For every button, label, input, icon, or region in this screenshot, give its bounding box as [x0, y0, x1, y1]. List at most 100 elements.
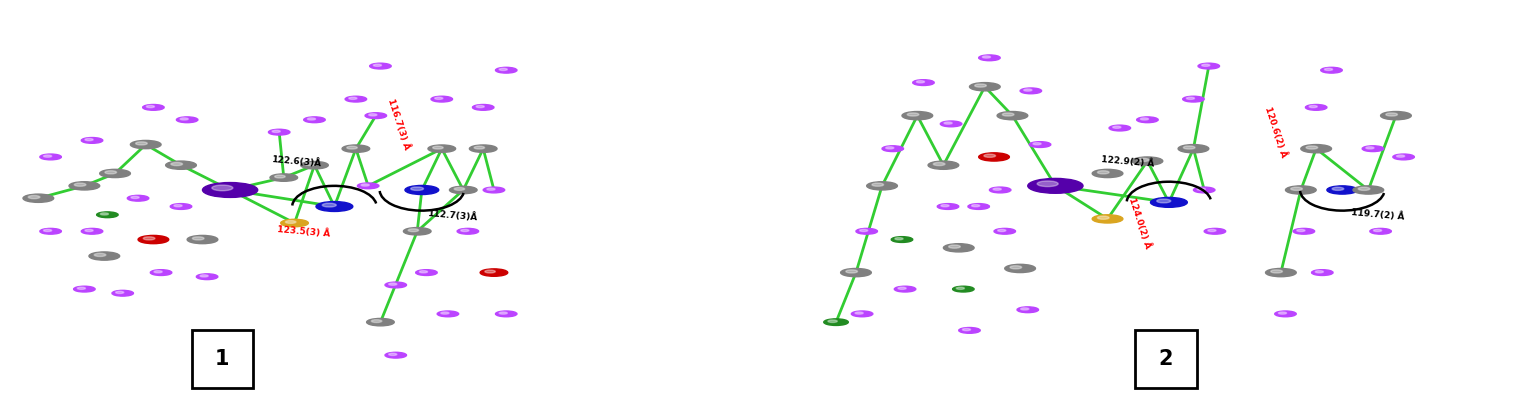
Circle shape [1321, 67, 1342, 73]
Circle shape [480, 269, 508, 276]
Circle shape [871, 183, 884, 186]
Circle shape [1305, 146, 1318, 149]
Circle shape [449, 186, 477, 194]
Circle shape [1305, 104, 1327, 110]
Circle shape [1017, 307, 1039, 313]
Circle shape [405, 185, 439, 195]
Circle shape [454, 188, 465, 190]
Circle shape [1186, 97, 1195, 100]
Circle shape [150, 270, 172, 275]
Circle shape [166, 161, 196, 169]
Circle shape [94, 253, 106, 256]
Circle shape [1358, 187, 1370, 190]
Circle shape [153, 271, 163, 273]
Circle shape [281, 219, 308, 227]
Circle shape [1370, 228, 1391, 234]
Circle shape [1002, 113, 1014, 116]
Circle shape [316, 202, 353, 211]
Circle shape [940, 121, 962, 127]
Text: 120.6(2) Å: 120.6(2) Å [1264, 105, 1289, 159]
Circle shape [77, 287, 86, 290]
Circle shape [127, 195, 149, 201]
Circle shape [1150, 197, 1187, 207]
Circle shape [322, 203, 336, 207]
Circle shape [1020, 88, 1042, 94]
Circle shape [495, 311, 517, 317]
Circle shape [1301, 145, 1332, 153]
Circle shape [1032, 142, 1042, 145]
Bar [1135, 330, 1197, 388]
Circle shape [943, 122, 953, 124]
Circle shape [348, 97, 357, 100]
Text: 1: 1 [215, 349, 230, 369]
Bar [192, 330, 253, 388]
Circle shape [997, 112, 1028, 120]
Circle shape [112, 290, 133, 296]
Circle shape [885, 147, 894, 149]
Text: 112.7(3)Å: 112.7(3)Å [426, 208, 479, 222]
Circle shape [1385, 113, 1397, 116]
Circle shape [367, 318, 394, 326]
Circle shape [84, 138, 94, 141]
Circle shape [1309, 105, 1318, 108]
Circle shape [485, 270, 495, 273]
Circle shape [1207, 229, 1216, 232]
Circle shape [891, 237, 913, 242]
Circle shape [135, 142, 147, 145]
Circle shape [940, 204, 950, 207]
Circle shape [1365, 147, 1374, 149]
Circle shape [1157, 199, 1170, 203]
Circle shape [897, 287, 907, 290]
Circle shape [1020, 308, 1029, 310]
Circle shape [1373, 229, 1382, 232]
Circle shape [130, 196, 140, 199]
Circle shape [937, 204, 959, 209]
Circle shape [385, 352, 407, 358]
Circle shape [1204, 228, 1226, 234]
Circle shape [1296, 229, 1305, 232]
Circle shape [928, 161, 959, 169]
Circle shape [1327, 186, 1358, 194]
Circle shape [428, 145, 456, 152]
Circle shape [1270, 270, 1282, 273]
Circle shape [1266, 268, 1296, 277]
Circle shape [1097, 216, 1109, 219]
Circle shape [301, 161, 328, 169]
Circle shape [368, 114, 377, 116]
Circle shape [841, 268, 871, 277]
Circle shape [176, 117, 198, 123]
Circle shape [403, 228, 431, 235]
Circle shape [371, 320, 382, 323]
Circle shape [385, 282, 407, 288]
Circle shape [146, 105, 155, 108]
Circle shape [1092, 169, 1123, 178]
Circle shape [979, 55, 1000, 61]
Circle shape [305, 163, 316, 166]
Circle shape [1290, 187, 1302, 190]
Circle shape [285, 221, 296, 223]
Circle shape [483, 187, 505, 193]
Circle shape [357, 183, 379, 189]
Circle shape [1137, 117, 1158, 123]
Circle shape [1112, 126, 1121, 128]
Circle shape [100, 213, 109, 215]
Circle shape [1183, 146, 1195, 149]
Circle shape [994, 228, 1016, 234]
Circle shape [199, 275, 209, 277]
Circle shape [948, 245, 960, 248]
Circle shape [1201, 64, 1210, 66]
Circle shape [457, 228, 479, 234]
Circle shape [1183, 96, 1204, 102]
Circle shape [81, 228, 103, 234]
Text: 119.7(2) Å: 119.7(2) Å [1350, 207, 1405, 222]
Circle shape [968, 204, 989, 209]
Circle shape [997, 229, 1006, 232]
Circle shape [43, 229, 52, 232]
Circle shape [347, 146, 357, 149]
Circle shape [179, 118, 189, 120]
Circle shape [143, 104, 164, 110]
Circle shape [130, 140, 161, 149]
Circle shape [89, 252, 120, 260]
Circle shape [1362, 146, 1384, 152]
Circle shape [460, 229, 469, 232]
